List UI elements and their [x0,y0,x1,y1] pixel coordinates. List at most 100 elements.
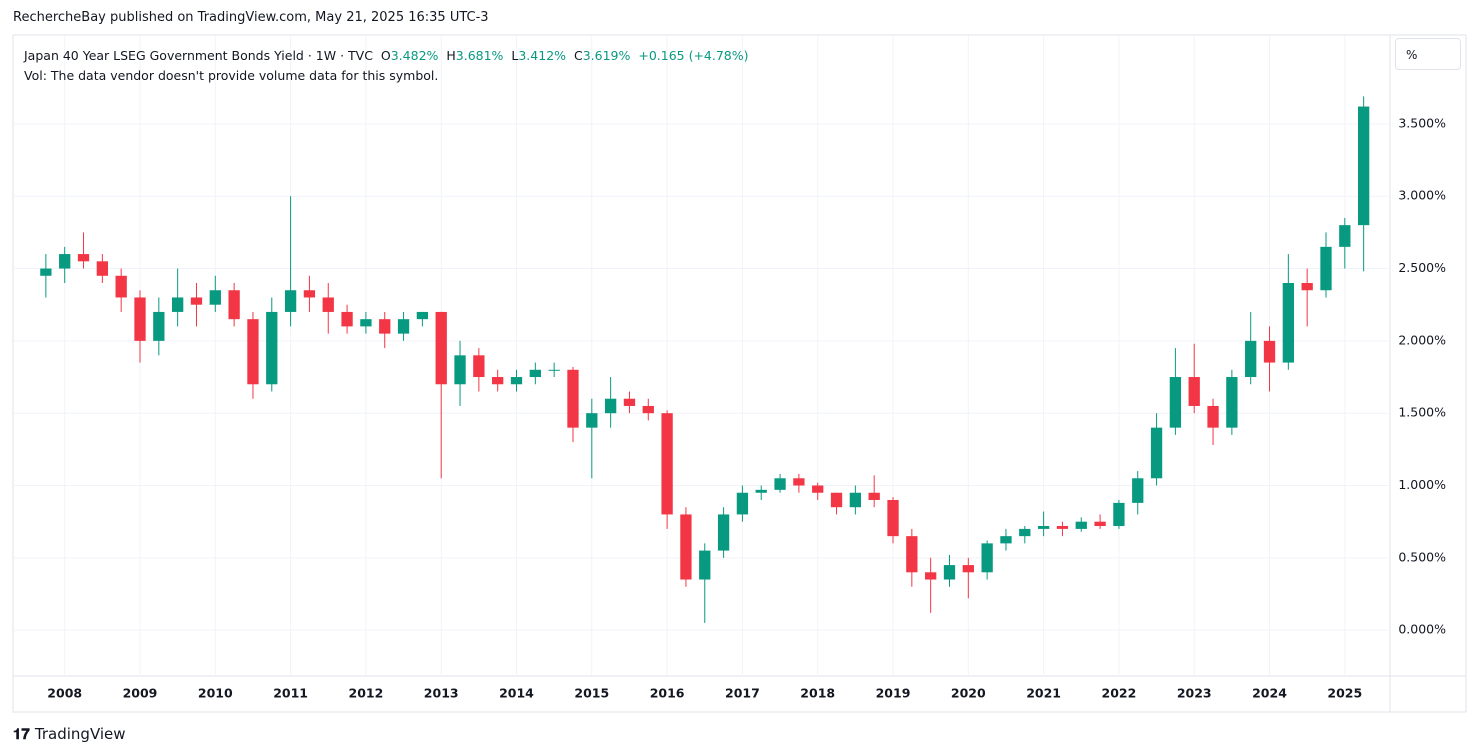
candle-body [1357,106,1370,226]
candle-body [341,311,353,327]
candle-body [115,275,127,298]
candle-body [586,413,598,428]
candle-body [416,311,429,320]
candle-body [1320,246,1332,291]
candle-body [397,319,410,334]
candle-body [774,478,786,490]
x-tick-label: 2024 [1252,686,1287,701]
candle-body [736,492,749,515]
publisher: RechercheBay published on TradingView.co… [13,10,489,25]
x-tick-label: 2017 [725,686,760,701]
x-tick-label: 2013 [424,686,459,701]
c-value: 3.619% [582,48,631,63]
y-tick-label: 0.000% [1398,622,1446,637]
candle-body [943,565,956,580]
volume-note: Vol: The data vendor doesn't provide vol… [24,68,439,83]
candle-body [454,355,466,385]
change: +0.165 (+4.78%) [638,48,749,63]
candle-body [266,311,278,385]
candle-body [604,398,617,414]
candle-body [435,311,447,385]
candle-body [40,268,52,276]
candle-body [1113,502,1125,527]
brand-name: TradingView [34,725,126,743]
candle-body [962,565,974,573]
candle-body [925,572,937,580]
scale-button[interactable]: % [1395,38,1461,70]
candle-body [1282,283,1294,363]
candle-body [284,290,297,312]
candle-body [1301,283,1313,291]
candle-body [360,319,372,327]
candle-body [981,543,993,573]
x-tick-label: 2019 [876,686,911,701]
candle-body [1339,225,1351,247]
chart-frame [12,34,1467,713]
candle-body [755,489,767,493]
o-label: O [380,48,391,63]
x-tick-label: 2009 [123,686,158,701]
candle-body [906,536,918,573]
y-tick-label: 1.500% [1398,405,1446,420]
candle-body [1263,340,1276,363]
x-tick-label: 2020 [951,686,986,701]
l-label: L [511,48,519,63]
candle-body [812,485,824,493]
c-label: C [573,48,583,63]
l-value: 3.412% [518,48,567,63]
candles [40,96,1370,623]
candle-body [623,398,636,406]
candle-body [1037,526,1050,529]
x-tick-label: 2008 [47,686,82,701]
candle-body [153,311,165,341]
x-tick-label: 2015 [574,686,609,701]
candle-body [529,369,541,378]
h-label: H [446,48,456,63]
candle-body [567,369,579,428]
candle-body [1019,528,1031,537]
candle-body [134,297,146,341]
candle-body [1000,536,1012,544]
candle-body [1226,377,1238,428]
x-tick-label: 2011 [273,686,308,701]
brand: 𝟏𝟕 TradingView [13,725,126,743]
y-tick-label: 0.500% [1398,549,1446,564]
h-value: 3.681% [455,48,504,63]
candle-body [1188,377,1200,406]
symbol-line: Japan 40 Year LSEG Government Bonds Yiel… [24,46,749,66]
candle-body [699,550,711,580]
candle-body [77,254,90,262]
x-tick-label: 2023 [1177,686,1212,701]
x-tick-label: 2025 [1327,686,1362,701]
brand-mark: 𝟏𝟕 [13,725,30,743]
candle-body [322,297,334,312]
candle-body [172,297,184,312]
candle-body [1169,377,1182,428]
candle-body [548,369,560,371]
candle-body [717,514,730,551]
x-tick-label: 2014 [499,686,534,701]
candle-body [642,405,654,414]
candle-body [228,290,240,320]
candle-body [492,377,504,385]
x-tick-label: 2016 [650,686,685,701]
x-tick-label: 2018 [800,686,835,701]
candle-body [209,290,221,305]
legend: Japan 40 Year LSEG Government Bonds Yiel… [24,46,749,86]
grid: 0.000% 0.500% 1.000% 1.500% 2.000% 2.500% 3.00… [13,35,1446,701]
candle-body [1094,521,1106,527]
x-tick-label: 2021 [1026,686,1061,701]
candle-body [661,413,673,515]
candle-body [96,261,108,276]
candle-body [1056,526,1069,529]
candle-body [1245,340,1257,378]
candle-body [59,254,71,269]
y-tick-label: 2.000% [1398,332,1446,347]
candle-body [303,290,316,298]
candle-body [849,492,862,508]
y-tick-label: 2.500% [1398,260,1446,275]
o-value: 3.482% [390,48,439,63]
candle-body [887,499,899,537]
